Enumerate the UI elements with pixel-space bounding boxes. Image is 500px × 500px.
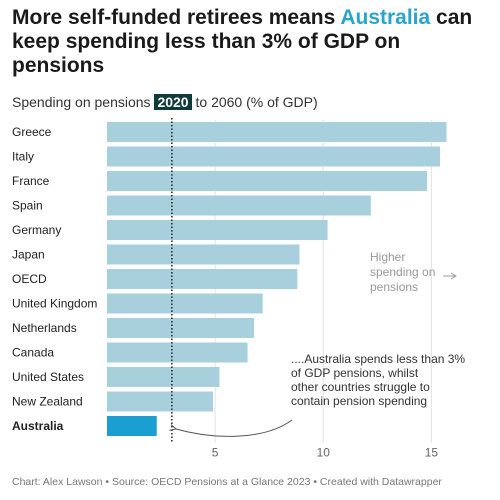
category-label: Italy [12, 150, 34, 164]
category-label: Greece [12, 125, 52, 139]
category-label: France [12, 174, 50, 188]
bar [107, 293, 263, 314]
annotation-arrowhead-right [450, 272, 457, 280]
subtitle-prefix: Spending on pensions [12, 94, 155, 110]
category-label: Canada [12, 346, 54, 360]
category-label: Netherlands [12, 321, 77, 335]
bar [107, 269, 298, 289]
category-label: Japan [12, 248, 45, 262]
x-tick-label: 5 [212, 446, 219, 460]
bar [107, 367, 220, 387]
subtitle-year-badge: 2020 [154, 94, 192, 110]
chart-title: More self-funded retirees means Australi… [12, 6, 492, 78]
category-label: New Zealand [12, 395, 83, 409]
bar-chart: Greece Italy France Spain Germany Japan OECD Un… [12, 118, 465, 460]
category-label: Australia [12, 419, 64, 433]
bar [107, 122, 447, 142]
bar [107, 342, 248, 363]
bar [107, 318, 255, 338]
title-part-1: More self-funded retirees means [12, 6, 341, 29]
category-label: OECD [12, 272, 47, 286]
category-label: United States [12, 370, 84, 384]
category-label: Germany [12, 223, 61, 237]
category-label: Spain [12, 199, 43, 213]
bar [107, 416, 157, 436]
subtitle-suffix: to 2060 (% of GDP) [191, 94, 318, 110]
bar [107, 244, 300, 265]
x-tick-label: 15 [425, 446, 439, 460]
x-tick-label: 10 [317, 446, 331, 460]
chart-footer: Chart: Alex Lawson • Source: OECD Pensio… [12, 476, 442, 488]
bar [107, 195, 371, 216]
title-part-2: can keep spending less than 3% of GDP on… [12, 6, 473, 77]
bar [107, 391, 213, 412]
title-highlight: Australia [340, 6, 431, 29]
annotation-higher: Higher spending on pensions [370, 250, 435, 294]
chart-subtitle: Spending on pensions 2020 to 2060 (% of … [12, 94, 318, 110]
category-label: United Kingdom [12, 297, 97, 311]
annotation-australia: ....Australia spends less than 3% of GDP … [291, 352, 465, 408]
bar [107, 220, 328, 240]
annotation-curve-arrow [176, 419, 293, 437]
bar [107, 146, 441, 167]
bar [107, 171, 428, 191]
